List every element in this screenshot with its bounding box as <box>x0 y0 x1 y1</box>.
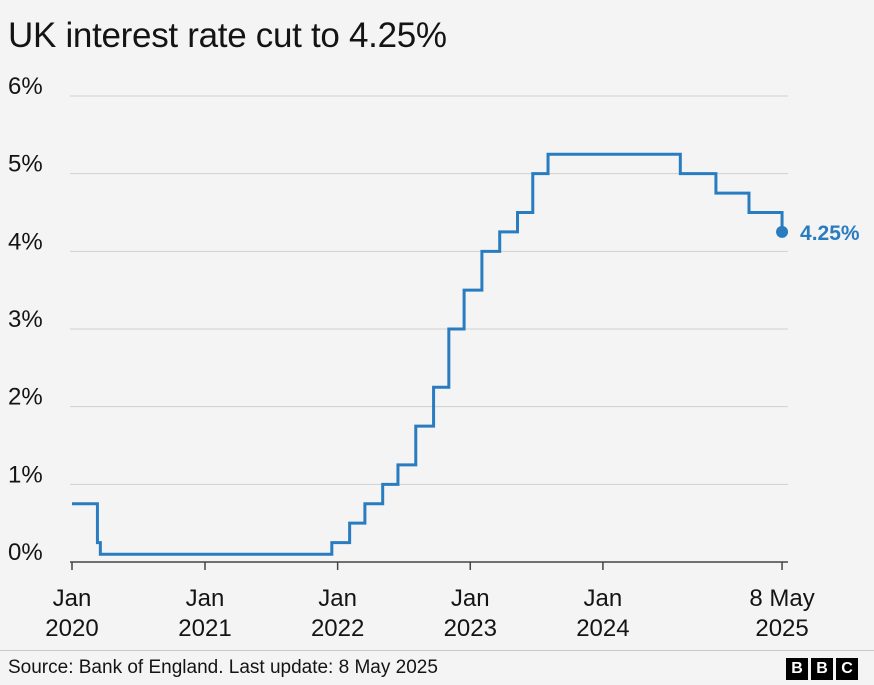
bank-rate-step-line <box>72 152 784 556</box>
x-tick-label-month: Jan <box>318 585 357 612</box>
y-tick-label: 6% <box>8 73 43 100</box>
footer: Source: Bank of England. Last update: 8 … <box>0 650 874 685</box>
y-tick-label: 1% <box>8 461 43 488</box>
bbc-logo-letter-2: B <box>811 658 833 680</box>
x-tick-label-month: Jan <box>53 585 92 612</box>
x-tick-label-year: 2024 <box>576 615 629 642</box>
x-tick-label-year: 2020 <box>45 615 98 642</box>
y-tick-label: 5% <box>8 151 43 178</box>
x-tick-label-year: 2025 <box>755 615 808 642</box>
y-tick-label: 4% <box>8 228 43 255</box>
x-tick-label-month: 8 May <box>749 585 814 612</box>
x-tick-label-year: 2023 <box>444 615 497 642</box>
x-tick-label-month: Jan <box>451 585 490 612</box>
source-note: Source: Bank of England. Last update: 8 … <box>8 657 438 678</box>
bbc-logo-letter-1: B <box>786 658 808 680</box>
chart-title: UK interest rate cut to 4.25% <box>8 16 447 55</box>
x-tick-label-month: Jan <box>186 585 225 612</box>
bbc-logo: B B C <box>786 658 858 680</box>
chart-svg: 0% 1% 2% 3% 4% 5% 6% Jan 2020 Jan 2021 Jan 2022 Jan 2… <box>8 73 860 642</box>
y-tick-label: 0% <box>8 539 43 566</box>
x-tick-label-month: Jan <box>584 585 623 612</box>
bbc-logo-letter-3: C <box>836 658 858 680</box>
y-tick-label: 2% <box>8 384 43 411</box>
y-tick-label: 3% <box>8 306 43 333</box>
x-tick-label-year: 2021 <box>178 615 231 642</box>
latest-rate-point <box>776 225 789 238</box>
latest-rate-label: 4.25% <box>800 222 860 245</box>
x-tick-label-year: 2022 <box>311 615 364 642</box>
